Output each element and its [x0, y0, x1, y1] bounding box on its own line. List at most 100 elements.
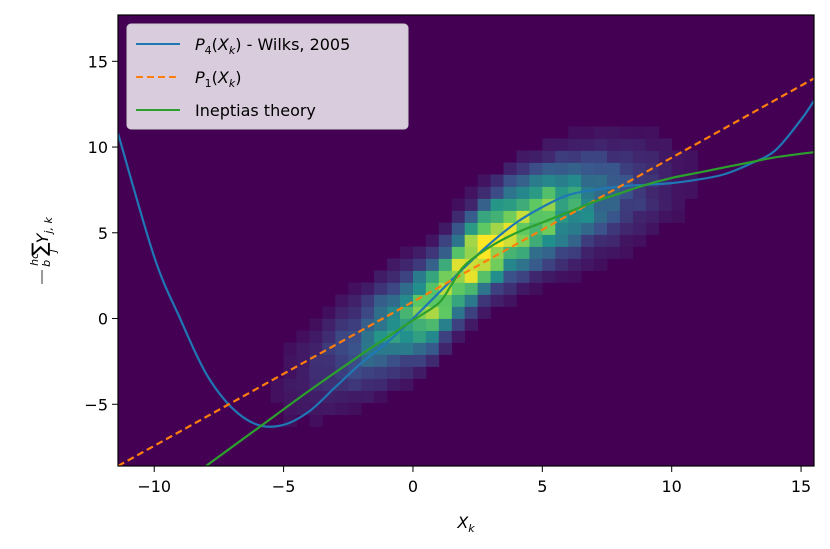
heatmap-cell	[270, 390, 284, 403]
heatmap-cell	[464, 186, 478, 199]
heatmap-cell	[438, 330, 453, 343]
heatmap-cell	[361, 390, 375, 403]
heatmap-cell	[503, 246, 517, 259]
heatmap-cell	[568, 222, 582, 235]
heatmap-cell	[400, 282, 414, 295]
heatmap-cell	[568, 270, 582, 283]
heatmap-cell	[374, 306, 388, 319]
heatmap-cell	[400, 354, 414, 367]
heatmap-cell	[425, 258, 440, 271]
heatmap-cell	[555, 222, 569, 235]
heatmap-cell	[568, 138, 582, 151]
heatmap-cell	[529, 270, 543, 283]
heatmap-cell	[516, 162, 530, 175]
heatmap-cell	[413, 270, 427, 283]
heatmap-cell	[335, 318, 349, 331]
heatmap-cell	[503, 210, 517, 223]
heatmap-cell	[516, 150, 530, 163]
heatmap-cell	[645, 186, 660, 199]
heatmap-cell	[400, 270, 414, 283]
heatmap-cell	[490, 294, 504, 307]
heatmap-cell	[464, 222, 478, 235]
heatmap-cell	[542, 246, 556, 259]
heatmap-cell	[438, 318, 453, 331]
heatmap-cell	[348, 378, 362, 391]
heatmap-cell	[425, 270, 440, 283]
heatmap-cell	[503, 294, 517, 307]
heatmap-cell	[451, 234, 466, 247]
heatmap-cell	[477, 306, 491, 319]
y-tick-label: 10	[88, 138, 108, 157]
heatmap-cell	[607, 126, 621, 139]
heatmap-cell	[542, 150, 556, 163]
heatmap-cell	[348, 306, 362, 319]
heatmap-cell	[607, 222, 621, 235]
heatmap-cell	[413, 258, 427, 271]
heatmap-cell	[619, 246, 634, 259]
x-tick-label: 5	[537, 477, 547, 496]
heatmap-cell	[529, 174, 543, 187]
heatmap-cell	[658, 162, 673, 175]
heatmap-cell	[671, 210, 685, 223]
heatmap-cell	[425, 354, 440, 367]
heatmap-cell	[529, 282, 543, 295]
heatmap-cell	[464, 234, 478, 247]
heatmap-cell	[374, 366, 388, 379]
heatmap-cell	[658, 138, 673, 151]
heatmap-cell	[477, 198, 491, 211]
heatmap-cell	[619, 234, 634, 247]
series-ineptias-line	[205, 151, 814, 466]
heatmap-cell	[632, 222, 647, 235]
heatmap-cell	[542, 174, 556, 187]
heatmap-cell	[322, 330, 336, 343]
heatmap-cell	[516, 270, 530, 283]
heatmap-cell	[594, 126, 608, 139]
heatmap-cell	[581, 222, 595, 235]
heatmap-cell	[555, 234, 569, 247]
heatmap-cell	[413, 330, 427, 343]
heatmap-cell	[309, 330, 323, 343]
heatmap-cell	[477, 282, 491, 295]
heatmap-cell	[568, 234, 582, 247]
heatmap-cell	[490, 210, 504, 223]
heatmap-cell	[438, 270, 453, 283]
heatmap-cell	[490, 246, 504, 259]
heatmap-cell	[568, 162, 582, 175]
heatmap-cell	[335, 378, 349, 391]
heatmap-cell	[542, 138, 556, 151]
heatmap-cell	[477, 234, 491, 247]
heatmap-cell	[322, 306, 336, 319]
heatmap-cell	[581, 126, 595, 139]
heatmap-cell	[335, 354, 349, 367]
heatmap-cell	[413, 366, 427, 379]
heatmap-cell	[464, 270, 478, 283]
heatmap-cell	[568, 246, 582, 259]
heatmap-cell	[335, 390, 349, 403]
heatmap-cell	[425, 234, 440, 247]
heatmap-cell	[632, 210, 647, 223]
heatmap-cell	[555, 270, 569, 283]
heatmap-cell	[309, 342, 323, 355]
heatmap-cell	[503, 258, 517, 271]
heatmap-cell	[296, 366, 310, 379]
heatmap-cell	[632, 138, 647, 151]
heatmap-cell	[413, 246, 427, 259]
heatmap-cell	[361, 330, 375, 343]
heatmap-cell	[361, 366, 375, 379]
heatmap-cell	[451, 306, 466, 319]
heatmap-cell	[413, 354, 427, 367]
heatmap-cell	[425, 330, 440, 343]
heatmap-cell	[477, 294, 491, 307]
heatmap-cell	[594, 210, 608, 223]
heatmap-cell	[400, 378, 414, 391]
heatmap-cell	[671, 198, 685, 211]
heatmap-cell	[438, 282, 453, 295]
heatmap-cell	[542, 162, 556, 175]
heatmap-cell	[632, 174, 647, 187]
heatmap-cell	[438, 342, 453, 355]
heatmap-cell	[516, 282, 530, 295]
heatmap-cell	[594, 234, 608, 247]
heatmap-cell	[464, 198, 478, 211]
heatmap-cell	[632, 150, 647, 163]
